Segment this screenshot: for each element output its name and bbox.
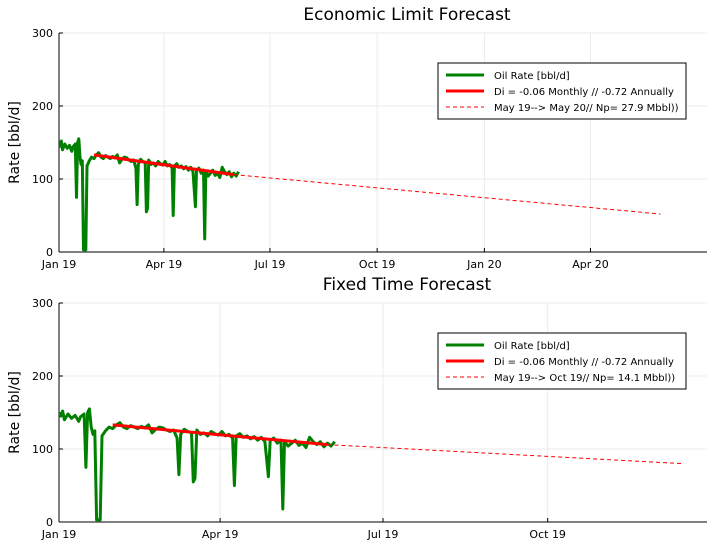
legend: Oil Rate [bbl/d] Di = -0.06 Monthly // -0… [437, 62, 687, 120]
chart-1: 0 100 200 300 Jan 19 Apr 19 Jul 19 Oct 19 Jan 20… [7, 5, 707, 271]
x-tick-label: Jan 19 [41, 528, 76, 541]
x-tick-label: Jul 19 [367, 528, 399, 541]
x-tick-label: Apr 19 [202, 528, 239, 541]
series-line-2 [93, 153, 235, 177]
x-tick-label: Oct 19 [359, 258, 396, 271]
y-axis-label: Rate [bbl/d] [7, 371, 23, 454]
x-tick-label: Apr 19 [146, 258, 183, 271]
series-line-3 [327, 444, 682, 465]
x-tick-label: Jan 19 [41, 258, 76, 271]
x-tick-label: Jan 20 [466, 258, 501, 271]
legend-label-3: May 19--> Oct 19// Np= 14.1 Mbbl)) [494, 373, 675, 384]
y-axis-label: Rate [bbl/d] [7, 101, 23, 184]
y-tick-label: 200 [32, 100, 53, 113]
y-tick-label: 200 [32, 370, 53, 383]
series-line-2 [112, 423, 328, 447]
x-tick-label: Oct 19 [529, 528, 566, 541]
x-tick-label: Apr 20 [572, 258, 609, 271]
legend-label-2: Di = -0.06 Monthly // -0.72 Annually [494, 357, 674, 368]
y-tick-label: 100 [32, 443, 53, 456]
legend-label-1: Oil Rate [bbl/d] [494, 341, 570, 352]
legend-label-1: Oil Rate [bbl/d] [494, 71, 570, 82]
chart-title: Economic Limit Forecast [303, 5, 511, 25]
y-tick-label: 0 [46, 246, 53, 259]
series-line-1 [59, 407, 336, 522]
chart-2: 0 100 200 300 Jan 19 Apr 19 Jul 19 Oct 19 Fixed … [7, 275, 707, 541]
series-line-3 [233, 174, 661, 215]
y-tick-label: 100 [32, 173, 53, 186]
y-tick-label: 300 [32, 297, 53, 310]
series-line-1 [59, 137, 240, 252]
x-tick-label: Jul 19 [254, 258, 286, 271]
legend-label-2: Di = -0.06 Monthly // -0.72 Annually [494, 87, 674, 98]
y-tick-label: 300 [32, 27, 53, 40]
legend: Oil Rate [bbl/d] Di = -0.06 Monthly // -0… [437, 332, 687, 390]
legend-label-3: May 19--> May 20// Np= 27.9 Mbbl)) [494, 103, 679, 114]
chart-title: Fixed Time Forecast [323, 275, 492, 295]
y-tick-label: 0 [46, 516, 53, 529]
